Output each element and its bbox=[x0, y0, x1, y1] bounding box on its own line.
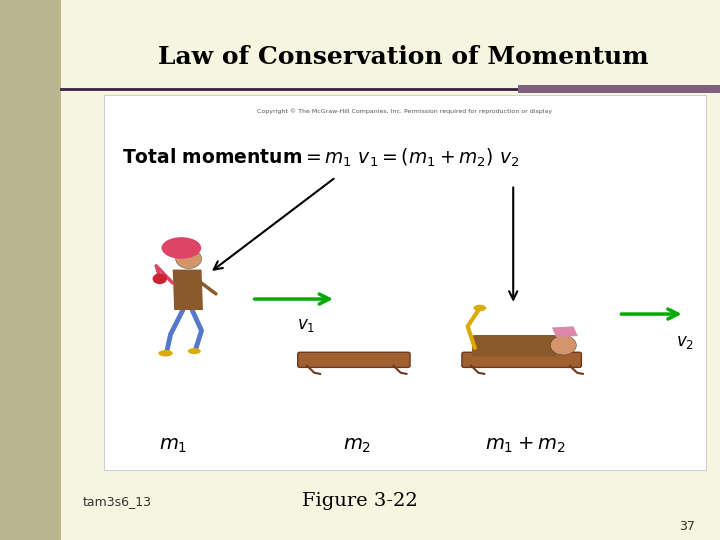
Ellipse shape bbox=[161, 237, 201, 259]
Text: tam3s6_13: tam3s6_13 bbox=[83, 495, 152, 508]
Bar bbox=[0, 0, 61, 540]
Text: $m_1 + m_2$: $m_1 + m_2$ bbox=[485, 436, 565, 455]
Text: Law of Conservation of Momentum: Law of Conservation of Momentum bbox=[158, 45, 649, 69]
Ellipse shape bbox=[188, 348, 201, 354]
Text: $v_1$: $v_1$ bbox=[297, 316, 315, 334]
Text: $m_1$: $m_1$ bbox=[159, 436, 188, 455]
Ellipse shape bbox=[158, 350, 173, 356]
Polygon shape bbox=[173, 269, 203, 310]
Text: Copyright © The McGraw-Hill Companies, Inc. Permission required for reproduction: Copyright © The McGraw-Hill Companies, I… bbox=[258, 109, 552, 114]
Text: $v_2$: $v_2$ bbox=[675, 333, 693, 351]
Bar bbox=[518, 85, 720, 93]
Polygon shape bbox=[552, 326, 577, 337]
Text: $m_2$: $m_2$ bbox=[343, 436, 371, 455]
Ellipse shape bbox=[473, 305, 486, 311]
Circle shape bbox=[176, 249, 202, 268]
Circle shape bbox=[550, 335, 577, 355]
Text: Figure 3-22: Figure 3-22 bbox=[302, 492, 418, 510]
Circle shape bbox=[153, 273, 167, 284]
FancyBboxPatch shape bbox=[462, 352, 582, 367]
FancyBboxPatch shape bbox=[472, 335, 557, 356]
Text: 37: 37 bbox=[679, 520, 695, 533]
FancyBboxPatch shape bbox=[298, 352, 410, 367]
Text: $\mathbf{Total\ momentum} = m_1\ v_1 = (m_1 + m_2)\ v_2$: $\mathbf{Total\ momentum} = m_1\ v_1 = (… bbox=[122, 147, 520, 170]
Bar bbox=[104, 94, 706, 470]
